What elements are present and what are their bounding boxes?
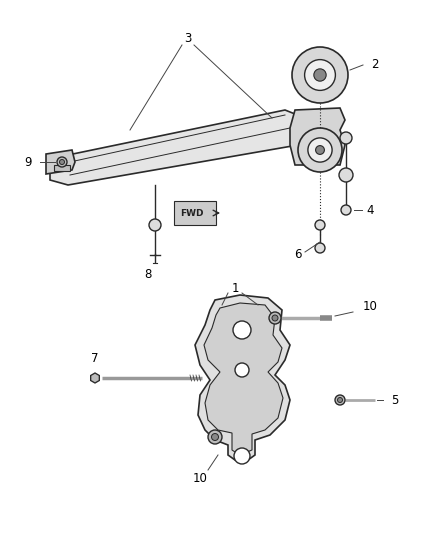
Polygon shape <box>204 303 283 454</box>
Circle shape <box>335 395 345 405</box>
Text: 10: 10 <box>193 472 208 484</box>
Circle shape <box>212 433 219 440</box>
Text: 7: 7 <box>91 351 99 365</box>
Circle shape <box>57 157 67 167</box>
Text: 6: 6 <box>294 248 302 262</box>
Circle shape <box>269 312 281 324</box>
Circle shape <box>60 159 64 165</box>
Text: 1: 1 <box>231 281 239 295</box>
Circle shape <box>298 128 342 172</box>
Text: 5: 5 <box>391 393 399 407</box>
Text: 3: 3 <box>184 31 192 44</box>
Polygon shape <box>290 108 345 165</box>
Text: 9: 9 <box>24 156 32 168</box>
Circle shape <box>308 138 332 162</box>
Polygon shape <box>91 373 99 383</box>
Circle shape <box>314 69 326 81</box>
Circle shape <box>340 132 352 144</box>
Circle shape <box>338 398 343 402</box>
Circle shape <box>149 219 161 231</box>
Circle shape <box>315 220 325 230</box>
Polygon shape <box>195 295 290 460</box>
Circle shape <box>235 363 249 377</box>
Circle shape <box>339 168 353 182</box>
Circle shape <box>292 47 348 103</box>
Circle shape <box>272 315 278 321</box>
Text: 4: 4 <box>366 204 374 216</box>
Text: 2: 2 <box>371 59 379 71</box>
Circle shape <box>233 321 251 339</box>
FancyBboxPatch shape <box>174 201 216 225</box>
Circle shape <box>316 146 325 155</box>
Circle shape <box>304 60 336 91</box>
Circle shape <box>341 205 351 215</box>
Circle shape <box>315 243 325 253</box>
Text: FWD: FWD <box>180 208 204 217</box>
Text: 8: 8 <box>144 269 152 281</box>
Bar <box>54 165 70 171</box>
Polygon shape <box>50 110 310 185</box>
Text: 10: 10 <box>363 301 378 313</box>
Polygon shape <box>46 150 75 174</box>
Circle shape <box>234 448 250 464</box>
Circle shape <box>208 430 222 444</box>
